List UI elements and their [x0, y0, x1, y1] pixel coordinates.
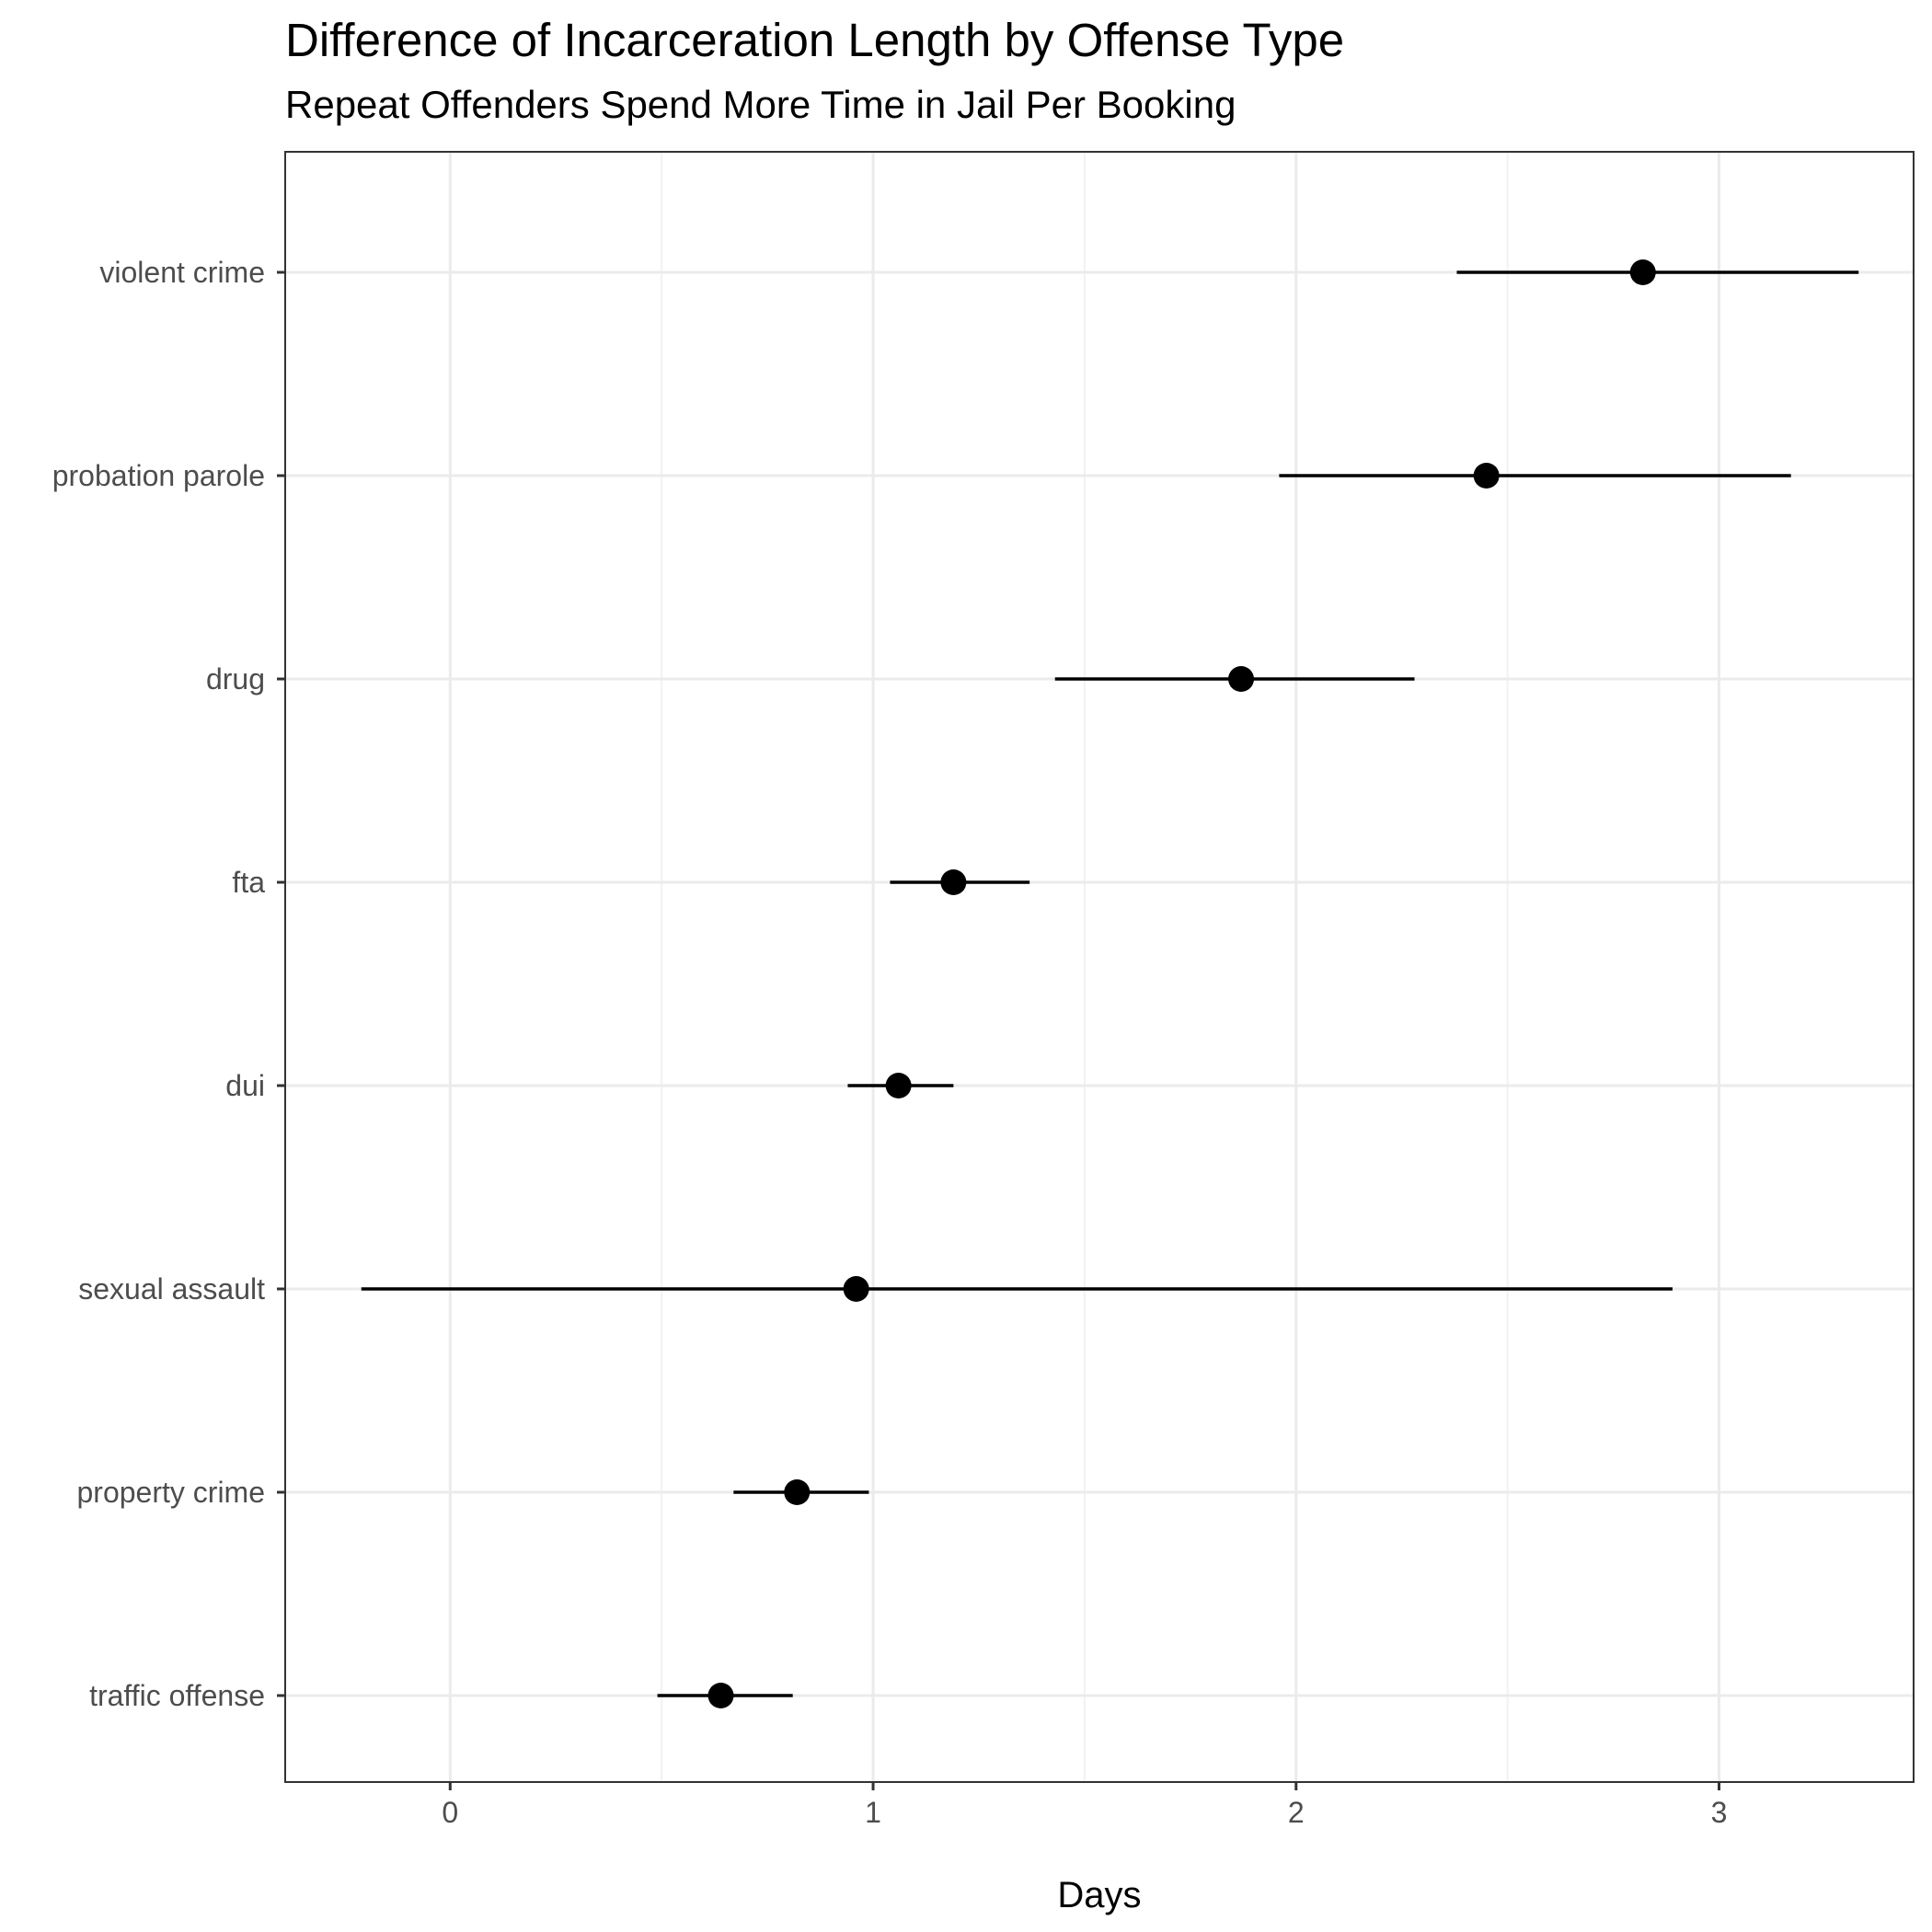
point-range-series [361, 259, 1859, 1708]
y-tick-label: violent crime [99, 256, 265, 289]
data-point [940, 869, 967, 895]
x-tick-label: 2 [1288, 1796, 1305, 1829]
data-point [1629, 259, 1656, 285]
x-tick-label: 0 [442, 1796, 458, 1829]
x-axis: 0 1 2 3 [442, 1782, 1727, 1829]
chart-title: Difference of Incarceration Length by Of… [285, 14, 1345, 66]
chart-subtitle: Repeat Offenders Spend More Time in Jail… [285, 83, 1236, 126]
panel-background [285, 152, 1914, 1782]
y-tick-label: dui [225, 1069, 265, 1102]
y-tick-label: fta [232, 866, 265, 899]
x-tick-label: 3 [1711, 1796, 1728, 1829]
data-point [885, 1073, 912, 1098]
data-point [707, 1683, 734, 1708]
y-tick-label: drug [206, 662, 265, 696]
y-axis: violent crime probation parole drug fta dui s… [52, 256, 285, 1712]
data-point [843, 1276, 869, 1302]
y-tick-label: traffic offense [89, 1679, 265, 1712]
data-point [784, 1479, 811, 1505]
panel-border [284, 151, 1915, 1783]
x-axis-title: Days [1057, 1875, 1141, 1915]
data-point [1228, 666, 1255, 692]
y-tick-label: property crime [77, 1476, 266, 1509]
y-tick-label: sexual assault [78, 1272, 265, 1305]
data-point [1473, 463, 1500, 489]
minor-gridlines [661, 152, 1509, 1782]
y-tick-label: probation parole [52, 459, 265, 492]
x-tick-label: 1 [865, 1796, 881, 1829]
